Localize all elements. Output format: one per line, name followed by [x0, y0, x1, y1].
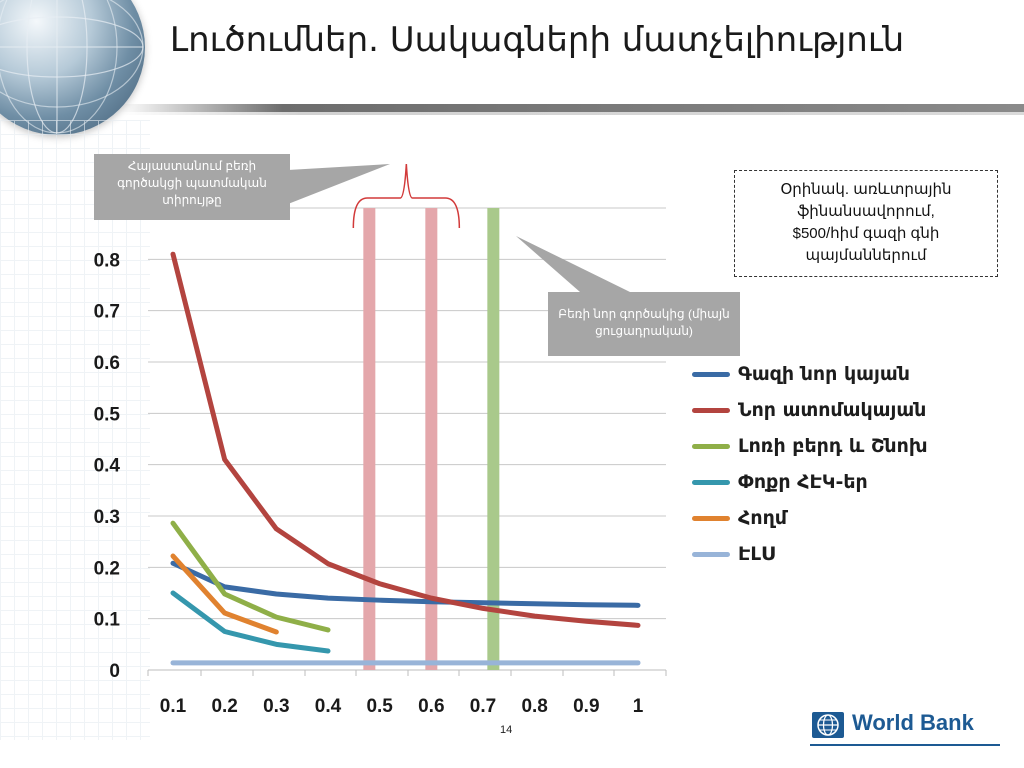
legend-item: Գազի նոր կայան [692, 356, 992, 392]
x-tick-label: 0.3 [263, 696, 289, 717]
x-tick-label: 0.9 [573, 696, 599, 717]
slide-title: Լուծումներ. Սակագների մատչելիություն [170, 20, 905, 60]
legend-item: Փոքր ՀԷԿ-եր [692, 464, 992, 500]
example-line: պայմաններում [805, 247, 927, 264]
marker-bar [363, 208, 376, 670]
globe-icon [812, 712, 844, 738]
legend-swatch [692, 551, 730, 557]
example-box: Օրինակ. առևտրային ֆինանսավորում, $500/հի… [734, 170, 998, 277]
callout-pointer [288, 164, 390, 204]
x-tick-label: 0.7 [470, 696, 496, 717]
legend-label: Նոր ատոմակայան [738, 399, 927, 421]
background-grid-pattern [0, 120, 150, 740]
chart-legend: Գազի նոր կայան Նոր ատոմակայան Լոռի բերդ … [692, 356, 992, 572]
globe-graphic [0, 0, 145, 135]
marker-bar [487, 208, 500, 670]
legend-swatch [692, 479, 730, 485]
series-line [170, 560, 641, 608]
y-tick-label: 0.2 [94, 558, 120, 579]
title-rule [120, 104, 1024, 112]
x-tick-label: 0.4 [315, 696, 342, 717]
marker-bar [425, 208, 438, 670]
callout-new-load-factor: Բեռի նոր գործակից (միայն ցուցադրական) [548, 292, 740, 356]
legend-item: Նոր ատոմակայան [692, 392, 992, 428]
y-tick-label: 0.1 [94, 610, 121, 631]
y-tick-label: 0.5 [94, 404, 121, 425]
series-line [170, 590, 331, 654]
y-tick-label: 0.3 [94, 507, 120, 528]
series-line [170, 553, 279, 635]
legend-label: ԷԼՍ [738, 543, 775, 565]
logo-text: World Bank [852, 710, 974, 735]
legend-label: Գազի նոր կայան [738, 363, 910, 385]
legend-swatch [692, 371, 730, 377]
x-tick-label: 0.1 [160, 696, 187, 717]
x-tick-label: 0.8 [521, 696, 547, 717]
legend-label: Լոռի բերդ և Շնոխ [738, 435, 928, 457]
series-line [170, 520, 331, 633]
x-tick-label: 0.5 [366, 696, 393, 717]
example-line: $500/հիմ գազի գնի [792, 225, 940, 242]
legend-swatch [692, 443, 730, 449]
legend-swatch [692, 515, 730, 521]
y-tick-label: 0 [109, 661, 120, 682]
callout-pointer [516, 236, 630, 292]
legend-item: ԷԼՍ [692, 536, 992, 572]
title-rule-shadow [120, 112, 1024, 115]
series-line [170, 251, 641, 628]
example-line: ֆինանսավորում, [797, 203, 935, 220]
legend-label: Հողմ [738, 507, 787, 529]
page-number: 14 [500, 724, 513, 736]
y-tick-label: 0.8 [94, 250, 120, 271]
legend-item: Հողմ [692, 500, 992, 536]
legend-label: Փոքր ՀԷԿ-եր [738, 471, 868, 493]
legend-item: Լոռի բերդ և Շնոխ [692, 428, 992, 464]
y-tick-label: 0.7 [94, 302, 120, 323]
callout-historical-range: Հայաստանում բեռի գործակցի պատմական տիրու… [94, 154, 290, 220]
x-tick-label: 0.6 [418, 696, 444, 717]
y-tick-label: 0.6 [94, 353, 120, 374]
example-line: Օրինակ. առևտրային [780, 181, 952, 198]
x-tick-label: 0.2 [211, 696, 237, 717]
range-bracket [352, 163, 461, 229]
y-tick-label: 0.4 [94, 456, 121, 477]
x-tick-label: 1 [633, 696, 644, 717]
legend-swatch [692, 407, 730, 413]
world-bank-logo: World Bank [810, 708, 1000, 746]
